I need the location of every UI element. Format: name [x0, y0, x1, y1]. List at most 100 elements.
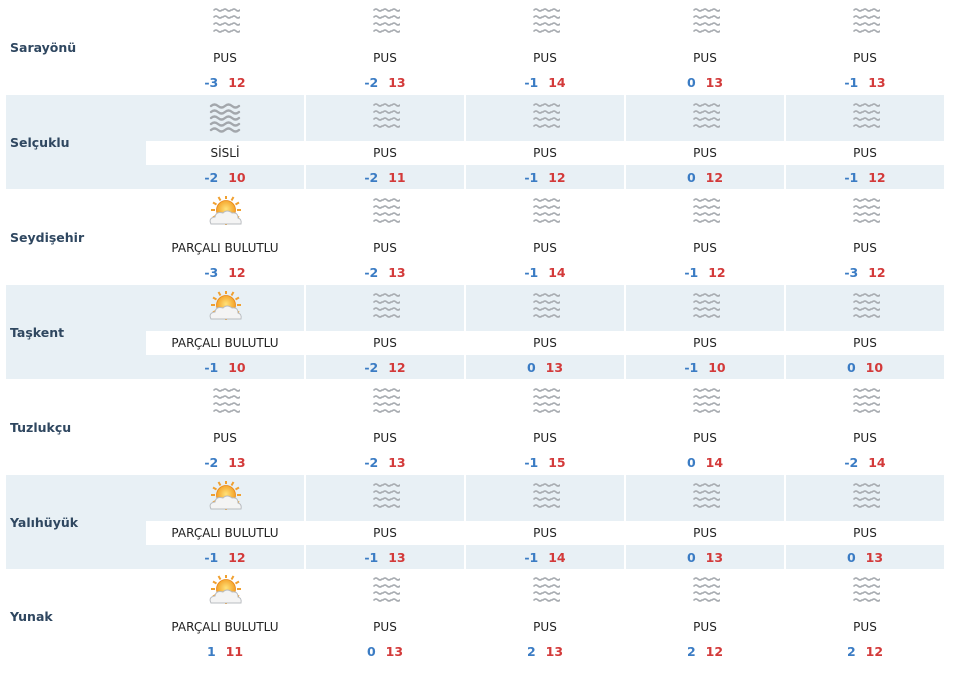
district-name-cell: Selçuklu	[6, 95, 146, 189]
condition-label: PUS	[466, 236, 624, 260]
icon-band	[306, 190, 464, 236]
fog-icon	[530, 574, 560, 610]
max-temperature: 14	[548, 264, 566, 280]
forecast-day-cell: PUS -2 11	[306, 95, 465, 189]
condition-label: PUS	[786, 521, 944, 545]
icon-band	[146, 569, 304, 615]
temperature-band: -2 13	[306, 70, 464, 94]
min-temperature: -2	[364, 74, 379, 90]
min-temperature: 2	[686, 643, 696, 659]
icon-band	[466, 380, 624, 426]
icon-band	[466, 95, 624, 141]
min-temperature: -2	[364, 169, 379, 185]
min-temperature: 0	[846, 549, 856, 565]
max-temperature: 14	[868, 454, 886, 470]
min-temperature: 2	[846, 643, 856, 659]
table-row: Sarayönü PUS -3 12 PUS -2 13 PUS -1 14 PUS 0 13 PUS -1…	[6, 0, 945, 94]
table-row: Yunak PARÇALI BULUTLU 1 11 PUS 0 13 PUS 2 13 PUS 2 1…	[6, 569, 945, 663]
fog-icon	[690, 5, 720, 41]
district-name: Sarayönü	[10, 39, 77, 55]
min-temperature: -1	[204, 359, 219, 375]
max-temperature: 10	[228, 169, 246, 185]
icon-band	[146, 95, 304, 141]
fog-icon	[370, 290, 400, 326]
icon-band	[786, 475, 944, 521]
forecast-day-cell: PARÇALI BULUTLU 1 11	[146, 569, 305, 663]
temperature-band: -1 12	[786, 165, 944, 189]
icon-band	[306, 285, 464, 331]
table-row: Seydişehir PARÇALI BULUTLU -3 12 PUS -2 13 PUS -…	[6, 190, 945, 284]
condition-label: PUS	[786, 236, 944, 260]
district-name: Tuzlukçu	[10, 419, 72, 435]
temperature-band: -1 10	[146, 355, 304, 379]
min-temperature: 2	[526, 643, 536, 659]
icon-band	[306, 380, 464, 426]
condition-label: PUS	[786, 615, 944, 639]
forecast-day-cell: PUS -1 12	[786, 95, 945, 189]
temperature-band: -1 12	[466, 165, 624, 189]
condition-label: PUS	[786, 426, 944, 450]
condition-label: PUS	[146, 46, 304, 70]
fog-icon	[850, 100, 880, 136]
temperature-band: 0 13	[786, 545, 944, 569]
condition-label: PUS	[466, 615, 624, 639]
max-temperature: 12	[548, 169, 566, 185]
fog-icon	[370, 5, 400, 41]
min-temperature: 0	[686, 169, 696, 185]
forecast-day-cell: PUS -1 14	[466, 190, 625, 284]
district-name-cell: Tuzlukçu	[6, 380, 146, 474]
forecast-day-cell: PUS -2 13	[306, 190, 465, 284]
min-temperature: 0	[526, 359, 536, 375]
temperature-band: -1 14	[466, 70, 624, 94]
temperature-band: -1 10	[626, 355, 784, 379]
condition-label: PUS	[466, 331, 624, 355]
temperature-band: -2 13	[146, 450, 304, 474]
temperature-band: 2 12	[626, 639, 784, 663]
icon-band	[786, 190, 944, 236]
temperature-band: -1 14	[466, 260, 624, 284]
condition-label: PUS	[306, 615, 464, 639]
icon-band	[626, 190, 784, 236]
forecast-day-cell: PUS 2 12	[786, 569, 945, 663]
condition-label: PUS	[626, 331, 784, 355]
condition-label: PUS	[146, 426, 304, 450]
fog-icon	[370, 100, 400, 136]
forecast-day-cell: PUS 0 13	[466, 285, 625, 379]
condition-label: PUS	[626, 46, 784, 70]
fog-icon	[690, 195, 720, 231]
temperature-band: 0 13	[306, 639, 464, 663]
condition-label: PARÇALI BULUTLU	[146, 521, 304, 545]
forecast-day-cell: PUS -1 14	[466, 475, 625, 569]
icon-band	[306, 569, 464, 615]
max-temperature: 12	[705, 643, 724, 659]
icon-band	[146, 475, 304, 521]
forecast-day-cell: PUS 0 13	[626, 475, 785, 569]
condition-label: PUS	[786, 331, 944, 355]
max-temperature: 12	[228, 264, 246, 280]
temperature-band: -2 11	[306, 165, 464, 189]
max-temperature: 13	[388, 549, 406, 565]
max-temperature: 12	[705, 169, 724, 185]
forecast-day-cell: PUS -1 15	[466, 380, 625, 474]
icon-band	[146, 285, 304, 331]
condition-label: SİSLİ	[146, 141, 304, 165]
condition-label: PUS	[306, 46, 464, 70]
icon-band	[306, 0, 464, 46]
fog-icon	[530, 385, 560, 421]
temperature-band: -1 13	[306, 545, 464, 569]
max-temperature: 12	[708, 264, 726, 280]
partly-cloudy-icon	[206, 481, 244, 515]
min-temperature: -1	[684, 359, 699, 375]
icon-band	[466, 0, 624, 46]
temperature-band: -1 14	[466, 545, 624, 569]
condition-label: PARÇALI BULUTLU	[146, 615, 304, 639]
fog-icon	[210, 5, 240, 41]
min-temperature: 0	[686, 454, 696, 470]
max-temperature: 13	[228, 454, 246, 470]
min-temperature: -1	[524, 549, 539, 565]
min-temperature: -2	[844, 454, 859, 470]
district-name: Taşkent	[10, 324, 65, 340]
fog-icon	[690, 480, 720, 516]
forecast-day-cell: PUS -2 14	[786, 380, 945, 474]
condition-label: PUS	[306, 331, 464, 355]
